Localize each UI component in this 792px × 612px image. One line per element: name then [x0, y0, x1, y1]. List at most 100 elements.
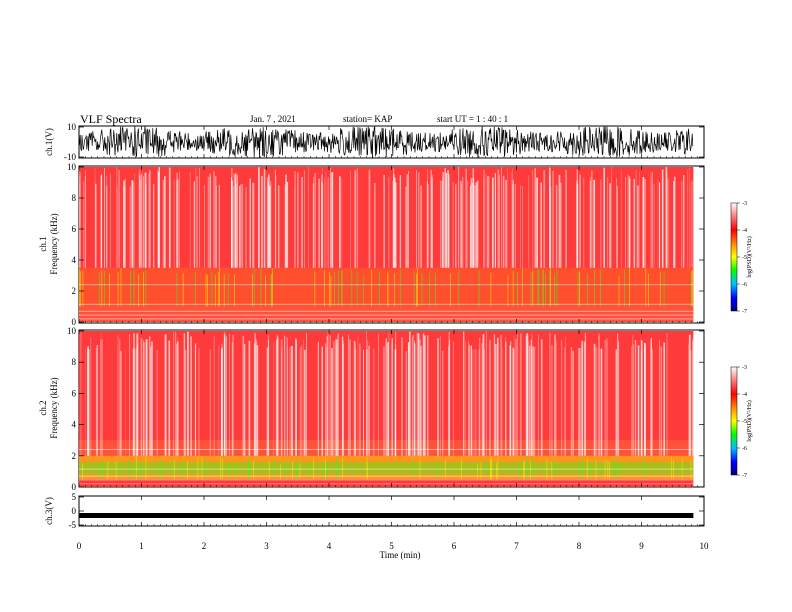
streak-169	[617, 341, 620, 456]
streak-193	[576, 184, 579, 268]
streak-175	[287, 344, 288, 456]
band-high-1	[79, 267, 694, 307]
spike-38	[554, 460, 556, 480]
spike-65	[691, 270, 692, 307]
streak-255	[119, 339, 121, 456]
streak-99	[666, 180, 668, 268]
spike-69	[182, 273, 184, 307]
streak-183	[263, 169, 266, 268]
streak-86	[584, 332, 586, 456]
streak-231	[363, 349, 364, 456]
streak-25	[215, 176, 217, 268]
y-tick-label: 0	[72, 317, 77, 327]
streak-253	[213, 171, 215, 268]
spike-43	[138, 274, 140, 307]
ch2-frequency-ylabel: Frequency (kHz)	[49, 377, 59, 438]
streak-67	[106, 175, 107, 268]
spike-44	[133, 270, 135, 307]
spike-66	[480, 462, 482, 480]
streak-121	[326, 336, 328, 456]
streak-176	[593, 179, 596, 268]
streak-161	[90, 337, 92, 456]
colorbar-tick-label: -7	[742, 309, 747, 315]
ch1-waveform-trace	[79, 126, 694, 158]
spike-63	[458, 270, 460, 307]
spike-82	[659, 271, 661, 307]
streak-26	[79, 175, 81, 268]
streak-161	[388, 176, 390, 268]
streak-118	[502, 348, 503, 456]
streak-102	[483, 178, 485, 268]
streak-142	[149, 170, 151, 268]
streak-64	[653, 184, 655, 268]
streak-33	[189, 171, 191, 268]
spike-34	[412, 459, 413, 480]
spike-46	[211, 271, 213, 307]
streak-123	[642, 181, 644, 268]
streak-111	[650, 172, 652, 268]
streak-236	[611, 167, 613, 268]
streak-3	[688, 168, 690, 268]
streak-127	[627, 174, 629, 268]
streak-224	[330, 173, 332, 268]
streak-247	[431, 178, 433, 268]
streak-118	[79, 171, 81, 268]
spike-8	[280, 463, 281, 480]
spike-58	[526, 456, 528, 480]
streak-92	[688, 334, 691, 456]
streak-243	[469, 185, 471, 268]
spike-60	[579, 271, 580, 307]
streak-54	[378, 333, 379, 456]
streak-109	[395, 331, 397, 456]
spike-2	[399, 269, 401, 307]
streak-16	[135, 348, 137, 456]
streak-164	[231, 168, 233, 268]
spike-73	[204, 456, 206, 480]
streak-82	[620, 169, 622, 268]
streak-124	[650, 337, 652, 456]
streak-58	[407, 342, 410, 456]
streak-119	[526, 349, 528, 456]
streak-80	[341, 336, 344, 456]
streak-107	[168, 340, 171, 456]
streak-81	[139, 174, 141, 268]
streak-215	[632, 344, 634, 456]
streak-238	[87, 348, 89, 456]
spike-46	[183, 460, 184, 480]
streak-244	[329, 335, 331, 456]
spike-1	[673, 460, 674, 480]
spike-15	[556, 270, 558, 307]
spike-79	[197, 455, 199, 480]
spike-29	[253, 268, 255, 307]
streak-59	[470, 178, 473, 268]
ch1-colorbar-label: log(PSD)(V²/Hz)	[746, 236, 753, 277]
streak-97	[231, 342, 234, 456]
streak-95	[145, 183, 147, 268]
streak-140	[285, 174, 287, 268]
date-label: Jan. 7 , 2021	[250, 114, 296, 124]
streak-181	[427, 335, 429, 456]
streak-137	[541, 339, 543, 456]
x-tick-label: 2	[202, 541, 207, 551]
spike-89	[435, 273, 436, 307]
x-tick-label: 5	[389, 541, 394, 551]
streak-23	[444, 168, 446, 268]
streak-88	[515, 338, 517, 456]
spike-20	[342, 458, 343, 480]
station-label: station= KAP	[343, 114, 392, 124]
streak-119	[495, 185, 496, 268]
spike-2	[491, 456, 493, 480]
streak-204	[226, 336, 227, 456]
streak-141	[488, 176, 490, 268]
streak-153	[424, 335, 426, 456]
streak-12	[431, 175, 433, 268]
spike-25	[663, 271, 665, 307]
streak-19	[467, 180, 468, 268]
streak-65	[511, 168, 514, 268]
spike-86	[101, 270, 103, 307]
streak-237	[420, 349, 421, 456]
streak-247	[525, 335, 527, 456]
streak-13	[448, 174, 450, 268]
ch1-spectrogram	[79, 167, 694, 322]
